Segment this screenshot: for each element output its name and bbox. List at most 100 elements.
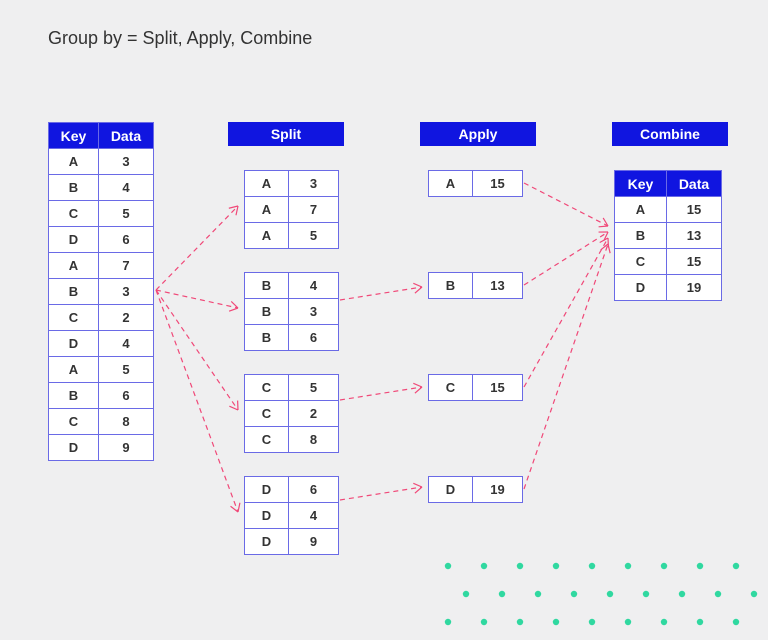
- table-cell: C: [49, 409, 99, 435]
- table-cell: B: [49, 279, 99, 305]
- table-header: Data: [99, 123, 154, 149]
- table-row: C8: [245, 427, 339, 453]
- table-cell: 9: [99, 435, 154, 461]
- table-row: B3: [245, 299, 339, 325]
- table-cell: 3: [99, 279, 154, 305]
- combine-label: Combine: [612, 122, 728, 146]
- table-header: Key: [615, 171, 667, 197]
- table-row: B13: [615, 223, 722, 249]
- table-row: A5: [245, 223, 339, 249]
- table-cell: B: [49, 175, 99, 201]
- table-cell: B: [245, 325, 289, 351]
- table-row: B3: [49, 279, 154, 305]
- table-row: A7: [245, 197, 339, 223]
- table-row: A3: [245, 171, 339, 197]
- table-cell: 4: [289, 273, 339, 299]
- page-title: Group by = Split, Apply, Combine: [48, 28, 312, 49]
- split-group-3: D6D4D9: [244, 476, 339, 555]
- table-cell: D: [49, 227, 99, 253]
- table-cell: 19: [667, 275, 722, 301]
- table-cell: 5: [289, 223, 339, 249]
- table-cell: B: [245, 299, 289, 325]
- table-cell: 2: [289, 401, 339, 427]
- table-cell: 6: [289, 325, 339, 351]
- table-row: D4: [49, 331, 154, 357]
- table-row: A5: [49, 357, 154, 383]
- table-cell: D: [49, 331, 99, 357]
- table-cell: A: [615, 197, 667, 223]
- split-group-0: A3A7A5: [244, 170, 339, 249]
- table-row: D6: [245, 477, 339, 503]
- table-row: C8: [49, 409, 154, 435]
- combine-table: KeyDataA15B13C15D19: [614, 170, 722, 301]
- table-cell: 6: [289, 477, 339, 503]
- table-cell: D: [245, 529, 289, 555]
- table-cell: C: [429, 375, 473, 401]
- table-cell: 9: [289, 529, 339, 555]
- table-row: C5: [245, 375, 339, 401]
- table-row: D6: [49, 227, 154, 253]
- split-label: Split: [228, 122, 344, 146]
- table-cell: A: [245, 223, 289, 249]
- table-cell: B: [245, 273, 289, 299]
- table-cell: 13: [667, 223, 722, 249]
- table-cell: 8: [289, 427, 339, 453]
- table-cell: 3: [289, 299, 339, 325]
- table-cell: A: [429, 171, 473, 197]
- table-row: A15: [615, 197, 722, 223]
- table-row: A15: [429, 171, 523, 197]
- table-header: Data: [667, 171, 722, 197]
- apply-row-0: A15: [428, 170, 523, 197]
- table-row: C5: [49, 201, 154, 227]
- table-cell: B: [429, 273, 473, 299]
- table-header: Key: [49, 123, 99, 149]
- table-cell: 4: [99, 175, 154, 201]
- table-row: B13: [429, 273, 523, 299]
- table-cell: C: [615, 249, 667, 275]
- table-cell: 4: [99, 331, 154, 357]
- table-cell: A: [245, 171, 289, 197]
- table-cell: 5: [289, 375, 339, 401]
- table-cell: C: [49, 201, 99, 227]
- apply-row-1: B13: [428, 272, 523, 299]
- table-cell: B: [49, 383, 99, 409]
- table-row: C2: [49, 305, 154, 331]
- table-cell: 8: [99, 409, 154, 435]
- apply-label: Apply: [420, 122, 536, 146]
- table-cell: 15: [473, 171, 523, 197]
- table-row: D9: [49, 435, 154, 461]
- table-row: C2: [245, 401, 339, 427]
- table-cell: 2: [99, 305, 154, 331]
- apply-row-3: D19: [428, 476, 523, 503]
- table-cell: 6: [99, 227, 154, 253]
- table-row: C15: [429, 375, 523, 401]
- table-cell: 5: [99, 201, 154, 227]
- table-cell: 15: [473, 375, 523, 401]
- table-row: B4: [245, 273, 339, 299]
- table-row: D9: [245, 529, 339, 555]
- table-cell: D: [245, 503, 289, 529]
- table-row: B6: [49, 383, 154, 409]
- table-cell: C: [245, 401, 289, 427]
- table-cell: 3: [289, 171, 339, 197]
- table-cell: 5: [99, 357, 154, 383]
- table-row: C15: [615, 249, 722, 275]
- table-cell: 15: [667, 197, 722, 223]
- table-row: D19: [615, 275, 722, 301]
- table-row: A3: [49, 149, 154, 175]
- table-cell: B: [615, 223, 667, 249]
- table-cell: A: [245, 197, 289, 223]
- table-cell: 15: [667, 249, 722, 275]
- table-cell: 6: [99, 383, 154, 409]
- table-cell: 13: [473, 273, 523, 299]
- table-cell: D: [429, 477, 473, 503]
- table-cell: 4: [289, 503, 339, 529]
- table-cell: C: [49, 305, 99, 331]
- split-group-2: C5C2C8: [244, 374, 339, 453]
- split-group-1: B4B3B6: [244, 272, 339, 351]
- table-row: B6: [245, 325, 339, 351]
- table-row: D4: [245, 503, 339, 529]
- table-cell: C: [245, 375, 289, 401]
- table-row: B4: [49, 175, 154, 201]
- table-row: A7: [49, 253, 154, 279]
